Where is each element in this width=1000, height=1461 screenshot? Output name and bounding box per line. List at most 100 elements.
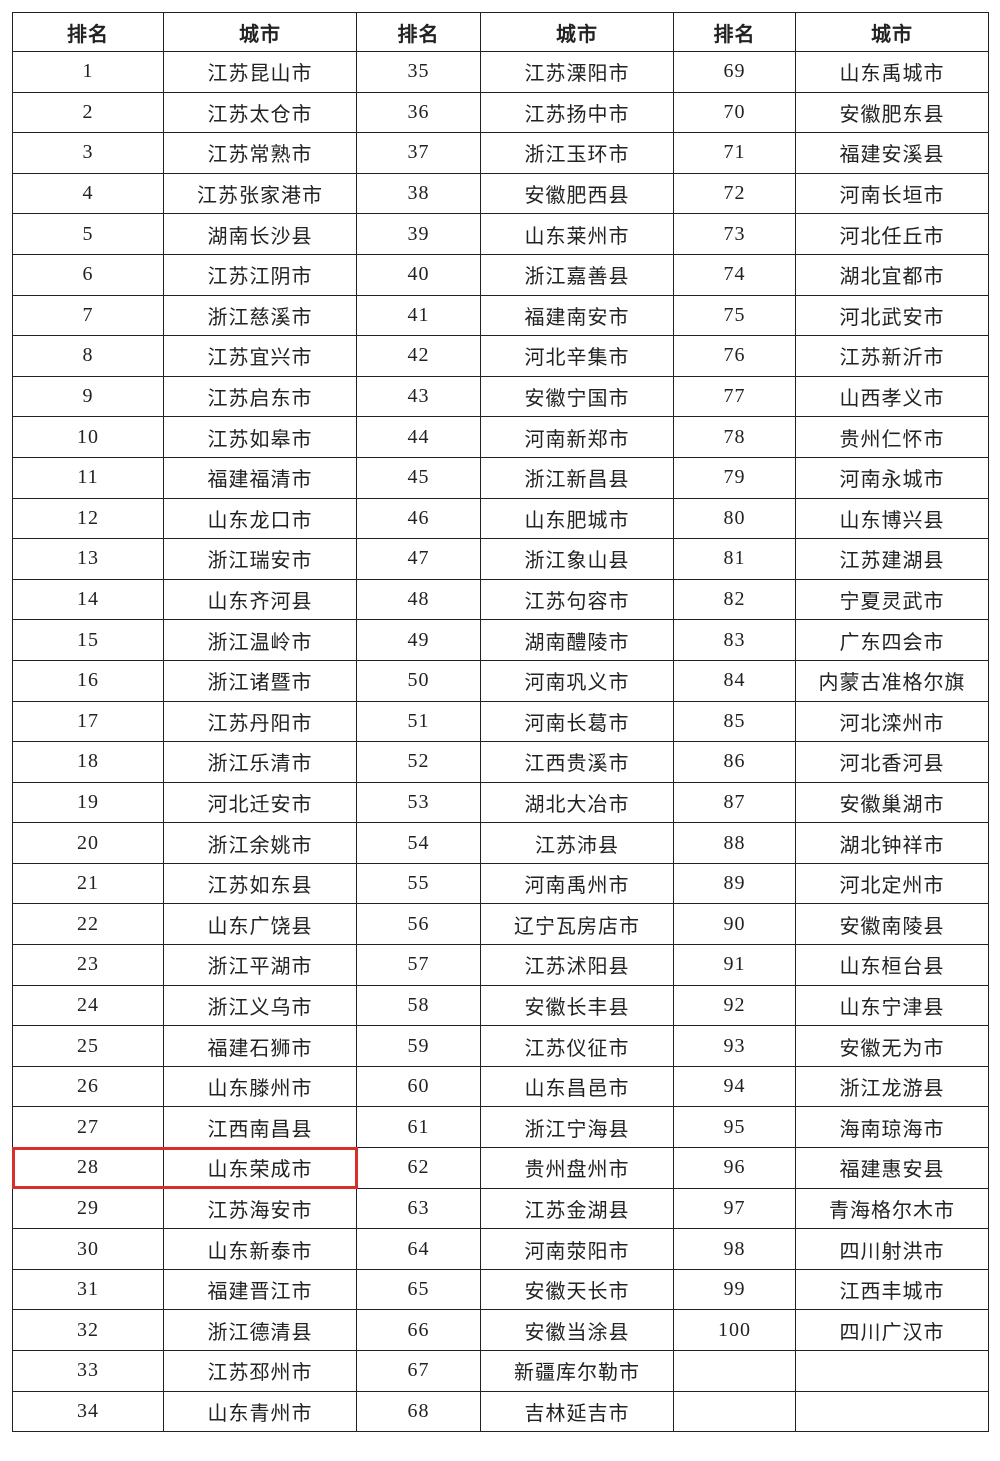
city-cell: 河北定州市 [795,862,989,905]
table-row: 8 江苏宜兴市 42 河北辛集市 76 江苏新沂市 [12,335,989,377]
city-cell: 江苏句容市 [480,578,674,621]
table-row: 16 浙江诸暨市 50 河南巩义市 84 内蒙古准格尔旗 [12,659,989,702]
city-cell: 河南禹州市 [480,862,674,905]
rank-cell: 98 [673,1228,796,1270]
rank-cell: 67 [356,1350,481,1392]
city-cell: 贵州仁怀市 [795,416,989,458]
city-cell: 江苏江阴市 [163,253,357,296]
rank-cell: 86 [673,741,796,783]
rank-cell: 53 [356,781,481,824]
city-cell: 浙江平湖市 [163,944,357,986]
rank-cell: 23 [12,944,164,986]
rank-cell: 9 [12,375,164,418]
table-row: 9 江苏启东市 43 安徽宁国市 77 山西孝义市 [12,375,989,418]
rank-cell: 26 [12,1065,164,1108]
city-cell: 内蒙古准格尔旗 [795,659,989,702]
city-cell: 山东新泰市 [163,1228,357,1270]
city-cell: 福建福清市 [163,456,357,499]
city-cell: 浙江余姚市 [163,822,357,864]
city-cell: 浙江诸暨市 [163,659,357,702]
city-cell: 河南永城市 [795,456,989,499]
rank-cell: 33 [12,1350,164,1392]
rank-cell: 71 [673,132,796,174]
city-cell: 浙江新昌县 [480,456,674,499]
table-body: 1 江苏昆山市 35 江苏溧阳市 69 山东禹城市 2 江苏太仓市 36 江苏扬中市 70 安徽肥东县… [12,51,989,1433]
rank-cell: 84 [673,659,796,702]
city-cell: 河北滦州市 [795,700,989,743]
city-cell: 江苏邳州市 [163,1350,357,1392]
rank-cell: 4 [12,172,164,215]
rank-cell: 65 [356,1268,481,1311]
city-cell: 海南琼海市 [795,1106,989,1149]
table-row: 14 山东齐河县 48 江苏句容市 82 宁夏灵武市 [12,578,989,621]
rank-cell: 82 [673,578,796,621]
city-cell: 河北武安市 [795,294,989,337]
city-cell: 安徽肥东县 [795,91,989,134]
rank-cell: 22 [12,903,164,946]
city-cell: 浙江义乌市 [163,984,357,1027]
city-cell: 河南荥阳市 [480,1228,674,1270]
rank-cell: 75 [673,294,796,337]
city-cell: 河南长葛市 [480,700,674,743]
rank-cell: 44 [356,416,481,458]
rank-cell: 42 [356,335,481,377]
rank-cell: 95 [673,1106,796,1149]
city-cell: 江苏新沂市 [795,335,989,377]
city-cell: 贵州盘州市 [480,1147,674,1189]
city-cell: 浙江温岭市 [163,619,357,661]
rank-cell [673,1390,796,1433]
city-cell: 吉林延吉市 [480,1390,674,1433]
city-cell: 安徽肥西县 [480,172,674,215]
city-cell: 江西南昌县 [163,1106,357,1149]
city-cell: 山东宁津县 [795,984,989,1027]
header-rank-1: 排名 [12,12,164,52]
rank-cell: 78 [673,416,796,458]
city-cell: 湖北宜都市 [795,253,989,296]
city-cell: 江苏建湖县 [795,538,989,580]
city-cell: 山东齐河县 [163,578,357,621]
rank-cell: 2 [12,91,164,134]
table-row: 6 江苏江阴市 40 浙江嘉善县 74 湖北宜都市 [12,253,989,296]
city-cell: 江苏昆山市 [163,51,357,93]
rank-cell: 94 [673,1065,796,1108]
city-cell: 山东龙口市 [163,497,357,540]
rank-cell: 45 [356,456,481,499]
city-cell: 浙江龙游县 [795,1065,989,1108]
city-cell: 福建安溪县 [795,132,989,174]
city-cell: 山东博兴县 [795,497,989,540]
rank-cell: 41 [356,294,481,337]
rank-cell: 18 [12,741,164,783]
table-row: 31 福建晋江市 65 安徽天长市 99 江西丰城市 [12,1268,989,1311]
city-cell: 山东莱州市 [480,213,674,255]
table-row: 15 浙江温岭市 49 湖南醴陵市 83 广东四会市 [12,619,989,661]
header-rank-3: 排名 [673,12,796,52]
city-cell: 浙江玉环市 [480,132,674,174]
city-cell: 浙江嘉善县 [480,253,674,296]
table-row: 26 山东滕州市 60 山东昌邑市 94 浙江龙游县 [12,1065,989,1108]
ranking-table: 排名 城市 排名 城市 排名 城市 1 江苏昆山市 35 江苏溧阳市 69 山东禹城市 2 江… [12,12,989,1433]
rank-cell: 46 [356,497,481,540]
rank-cell: 93 [673,1025,796,1067]
table-row: 28 山东荣成市 62 贵州盘州市 96 福建惠安县 [12,1147,989,1189]
rank-cell: 27 [12,1106,164,1149]
rank-cell: 3 [12,132,164,174]
rank-cell: 76 [673,335,796,377]
rank-cell: 48 [356,578,481,621]
rank-cell: 68 [356,1390,481,1433]
rank-cell: 73 [673,213,796,255]
rank-cell: 7 [12,294,164,337]
rank-cell: 32 [12,1309,164,1351]
rank-cell: 51 [356,700,481,743]
city-cell: 山东滕州市 [163,1065,357,1108]
city-cell: 江苏启东市 [163,375,357,418]
rank-cell: 31 [12,1268,164,1311]
rank-cell: 96 [673,1147,796,1189]
city-cell: 山东禹城市 [795,51,989,93]
city-cell: 湖南醴陵市 [480,619,674,661]
rank-cell: 72 [673,172,796,215]
rank-cell: 57 [356,944,481,986]
rank-cell: 14 [12,578,164,621]
rank-cell: 62 [356,1147,481,1189]
city-cell: 江苏宜兴市 [163,335,357,377]
rank-cell: 54 [356,822,481,864]
